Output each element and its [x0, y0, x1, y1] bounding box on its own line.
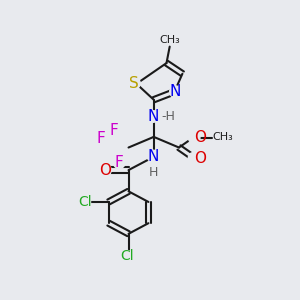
- Text: CH₃: CH₃: [159, 35, 180, 45]
- Text: F: F: [109, 123, 118, 138]
- Circle shape: [147, 150, 159, 162]
- Text: Cl: Cl: [120, 249, 134, 263]
- Text: O: O: [99, 163, 111, 178]
- Text: S: S: [130, 76, 139, 91]
- Circle shape: [100, 164, 111, 176]
- Text: Cl: Cl: [78, 195, 92, 209]
- Text: F: F: [97, 131, 106, 146]
- Text: O: O: [194, 130, 206, 145]
- Text: N: N: [147, 109, 159, 124]
- Circle shape: [122, 250, 133, 262]
- Circle shape: [188, 152, 200, 164]
- Text: N: N: [147, 148, 159, 164]
- Circle shape: [128, 77, 140, 89]
- Circle shape: [79, 196, 91, 208]
- Circle shape: [170, 86, 182, 98]
- Text: -H: -H: [162, 110, 176, 123]
- Circle shape: [108, 125, 119, 136]
- Text: H: H: [148, 166, 158, 178]
- Text: N: N: [170, 84, 181, 99]
- Circle shape: [188, 132, 200, 143]
- Text: CH₃: CH₃: [212, 132, 233, 142]
- Circle shape: [113, 157, 125, 169]
- Circle shape: [147, 111, 159, 122]
- Circle shape: [95, 133, 107, 145]
- Text: O: O: [194, 151, 206, 166]
- Text: F: F: [115, 155, 124, 170]
